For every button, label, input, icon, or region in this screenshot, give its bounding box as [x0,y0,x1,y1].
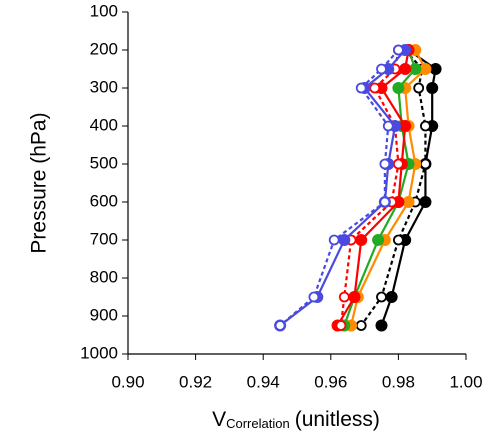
y-tick-label: 800 [90,267,118,286]
x-tick-label: 0.94 [247,372,280,391]
y-tick-label: 300 [90,77,118,96]
series-marker [385,291,398,303]
series-marker [369,82,381,94]
series-marker [413,82,425,94]
y-tick-label: 900 [90,305,118,324]
y-tick-label: 400 [90,115,118,134]
series-marker [379,158,391,170]
series-marker [409,63,422,75]
y-axis-label: Pressure (hPa) [28,112,51,253]
series-marker [392,234,404,246]
series-marker [308,291,320,303]
y-tick-label: 200 [90,39,118,58]
series-marker [392,158,404,170]
series-marker [376,291,387,303]
series-marker [355,234,368,246]
series-marker [419,63,432,75]
y-tick-label: 700 [90,229,118,248]
series-marker [379,196,391,208]
series-marker [399,63,412,75]
series-marker [429,63,442,75]
series-marker [338,291,350,303]
y-tick-label: 1000 [80,343,118,362]
series-marker [420,120,431,132]
series-marker [274,320,286,331]
series-marker [426,82,439,94]
x-label-unit: (unitless) [295,408,380,431]
series-marker [355,320,367,331]
series-marker [392,82,405,94]
series-marker [375,319,388,332]
series-marker [335,320,347,331]
x-tick-label: 0.98 [382,372,415,391]
y-tick-label: 500 [90,153,118,172]
series-marker [420,158,431,170]
x-axis-label: VCorrelation (unitless) [212,408,380,432]
series-marker [382,120,394,132]
x-tick-label: 0.90 [111,372,144,391]
series-marker [348,291,361,303]
series-marker [328,234,340,246]
series-marker [392,44,404,56]
x-tick-label: 1.00 [449,372,482,391]
x-label-main: V [212,408,226,431]
series-line [339,49,400,326]
series-marker [402,196,415,208]
series-marker [419,196,432,208]
series-marker [376,63,387,75]
series-marker [355,82,367,94]
x-tick-label: 0.92 [179,372,212,391]
series-marker [399,120,412,132]
y-tick-label: 600 [90,191,118,210]
series-marker [372,234,385,246]
x-tick-label: 0.96 [314,372,347,391]
y-tick-label: 100 [90,1,118,20]
x-label-sub: Correlation [226,416,290,431]
